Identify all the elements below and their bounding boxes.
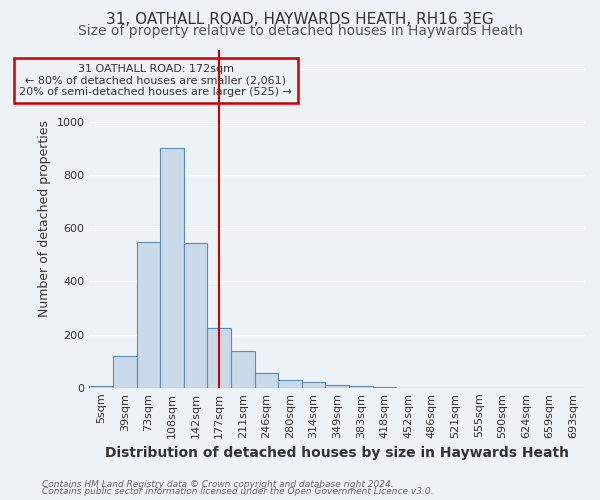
Text: Contains HM Land Registry data © Crown copyright and database right 2024.: Contains HM Land Registry data © Crown c… [42, 480, 394, 489]
Bar [278, 380, 302, 388]
Text: Size of property relative to detached houses in Haywards Heath: Size of property relative to detached ho… [77, 24, 523, 38]
Bar [113, 356, 137, 388]
Bar [137, 242, 160, 388]
Bar [89, 386, 113, 388]
Bar [231, 350, 254, 388]
Text: Contains public sector information licensed under the Open Government Licence v3: Contains public sector information licen… [42, 488, 433, 496]
Text: 31 OATHALL ROAD: 172sqm
← 80% of detached houses are smaller (2,061)
20% of semi: 31 OATHALL ROAD: 172sqm ← 80% of detache… [19, 64, 292, 97]
Bar [208, 328, 231, 388]
Y-axis label: Number of detached properties: Number of detached properties [38, 120, 51, 318]
Bar [184, 243, 208, 388]
Bar [349, 386, 373, 388]
Bar [325, 385, 349, 388]
Bar [302, 382, 325, 388]
Text: 31, OATHALL ROAD, HAYWARDS HEATH, RH16 3EG: 31, OATHALL ROAD, HAYWARDS HEATH, RH16 3… [106, 12, 494, 26]
Bar [160, 148, 184, 388]
X-axis label: Distribution of detached houses by size in Haywards Heath: Distribution of detached houses by size … [105, 446, 569, 460]
Bar [254, 373, 278, 388]
